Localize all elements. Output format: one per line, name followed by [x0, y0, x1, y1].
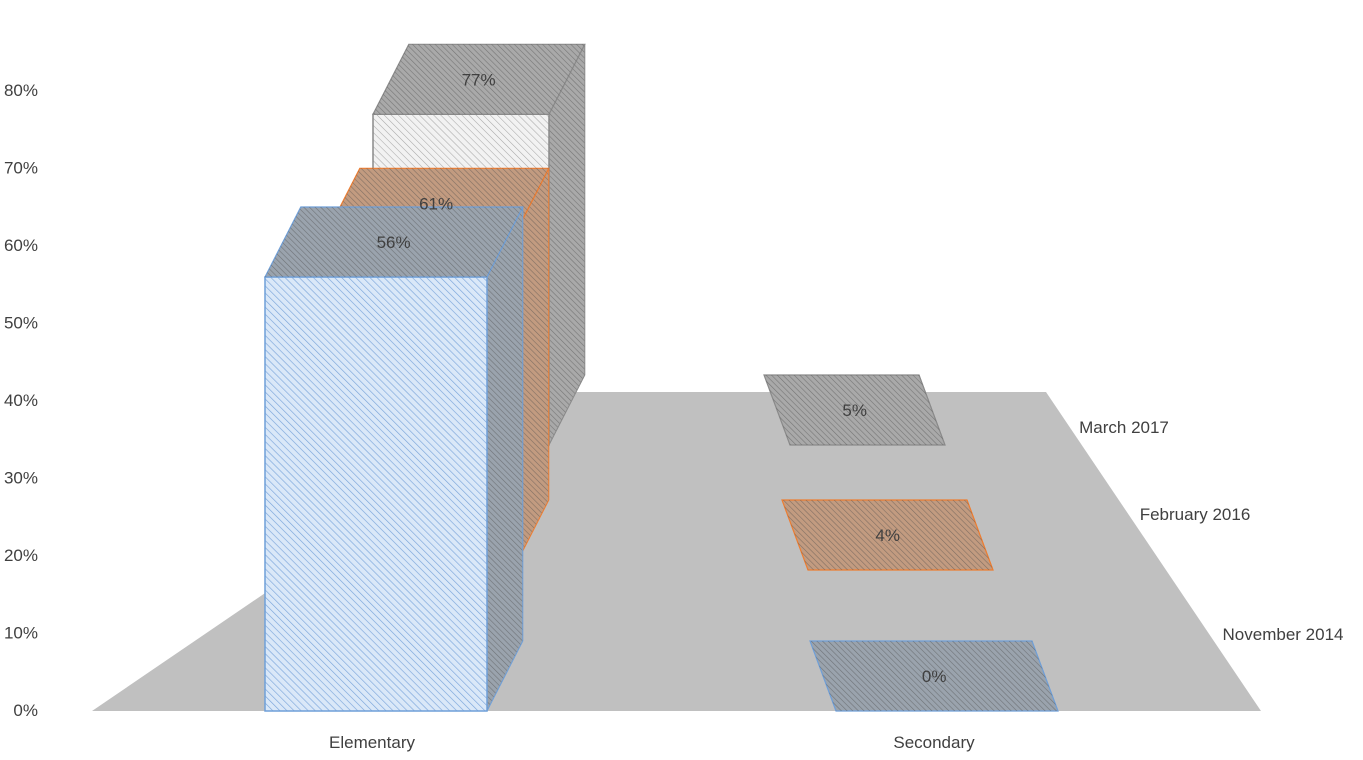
series-axis-label: March 2017 — [1079, 418, 1169, 437]
bar-top-hatch — [810, 641, 1058, 711]
data-label: 5% — [842, 401, 867, 420]
y-tick-label: 0% — [13, 701, 38, 720]
y-tick-label: 30% — [4, 469, 38, 488]
series-axis-label: February 2016 — [1140, 505, 1251, 524]
y-tick-label: 10% — [4, 624, 38, 643]
data-label: 77% — [462, 70, 496, 89]
category-label: Elementary — [329, 733, 415, 752]
bar-side-hatch — [486, 206, 524, 712]
y-tick-label: 80% — [4, 81, 38, 100]
bar-top-hatch — [782, 500, 993, 570]
y-tick-label: 60% — [4, 236, 38, 255]
y-tick-label: 40% — [4, 391, 38, 410]
data-label: 56% — [377, 233, 411, 252]
bar-top-hatch — [373, 44, 585, 115]
bar-top-hatch — [265, 207, 523, 277]
y-tick-label: 70% — [4, 159, 38, 178]
data-label: 4% — [875, 526, 900, 545]
category-label: Secondary — [893, 733, 975, 752]
bar-top-hatch — [764, 375, 945, 445]
data-label: 0% — [922, 667, 947, 686]
series-axis-label: November 2014 — [1223, 625, 1344, 644]
y-tick-label: 20% — [4, 546, 38, 565]
y-tick-label: 50% — [4, 314, 38, 333]
data-label: 61% — [419, 194, 453, 213]
bar-front-hatch — [264, 276, 488, 712]
